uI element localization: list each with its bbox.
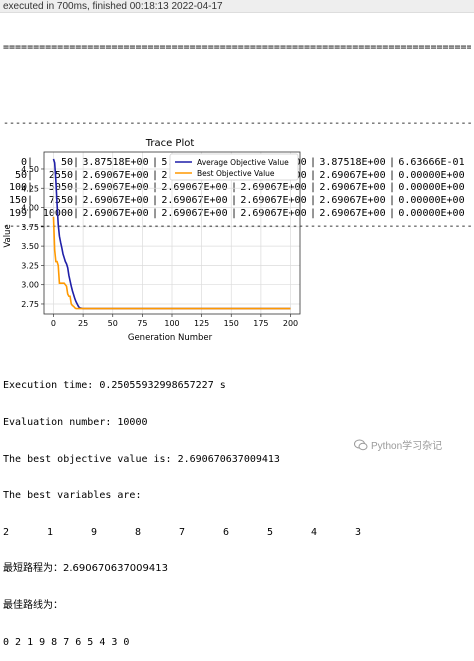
best-variable: 6 [223, 526, 230, 538]
best-variable: 2 [3, 526, 10, 538]
table-cell: 5050 [48, 182, 73, 194]
chart-title: Trace Plot [145, 138, 195, 149]
table-cell: 0.00000E+00 [398, 195, 465, 207]
x-tick-label: 200 [283, 319, 298, 328]
table-bottom-dash: ----------------------------------------… [3, 220, 471, 232]
table-cell: 7550 [48, 195, 73, 207]
table-cell: 2.69067E+00 [161, 195, 228, 207]
chart-legend: Average Objective Value Best Objective Va… [169, 153, 299, 181]
watermark: Python学习杂记 [354, 437, 442, 452]
table-cell: 2.69067E+00 [319, 207, 386, 219]
best-variable: 1 [47, 526, 54, 538]
table-cell: 0.00000E+00 [398, 169, 465, 181]
best-variable: 8 [135, 526, 142, 538]
y-tick-label: 3.50 [21, 242, 39, 251]
table-cell: 2.69067E+00 [240, 207, 307, 219]
best-variable: 7 [179, 526, 186, 538]
y-tick-label: 3.25 [21, 261, 39, 270]
best-route-label: 最佳路线为： [3, 600, 63, 612]
table-cell: 3.87518E+00 [82, 156, 149, 168]
table-cell: 0.00000E+00 [398, 207, 465, 219]
table-body: 0|50|3.87518E+00|5.67744E+00|4.62645E+00… [3, 157, 471, 234]
chart-lines [52, 158, 291, 310]
table-row: 100| 5050| 2.69067E+00 | 2.69067E+00 | 2.69067… [3, 182, 471, 195]
table-cell: 2.69067E+00 [82, 182, 149, 194]
table-cell: 2.69067E+00 [319, 169, 386, 181]
table-cell: 6.63666E-01 [398, 156, 465, 168]
watermark-text: Python学习杂记 [371, 441, 443, 452]
y-tick-label: 3.75 [21, 223, 39, 232]
table-cell: 2.69067E+00 [319, 182, 386, 194]
table-cell: 2.69067E+00 [161, 207, 228, 219]
x-tick-label: 125 [194, 319, 209, 328]
table-cell: 2.69067E+00 [161, 182, 228, 194]
x-tick-label: 25 [78, 319, 88, 328]
best-variable: 5 [267, 526, 274, 538]
table-cell: 2.69067E+00 [240, 182, 307, 194]
table-cell: 2.69067E+00 [82, 169, 149, 181]
table-cell: 2.69067E+00 [82, 207, 149, 219]
legend-label: Average Objective Value [197, 158, 289, 167]
output-table: ========================================… [3, 16, 471, 246]
chart-y-ticks: 2.75 3.00 3.25 3.50 3.75 4.00 4.25 4.50 [21, 165, 44, 309]
y-tick-label: 4.50 [21, 165, 39, 174]
best-variable: 9 [91, 526, 98, 538]
x-tick-label: 75 [137, 319, 147, 328]
best-variable: 3 [355, 526, 362, 538]
chart-x-ticks: 0 25 50 75 100 125 150 175 200 [51, 314, 298, 328]
execution-status-bar: executed in 700ms, finished 00:18:13 202… [0, 0, 474, 13]
table-cell: 2550 [48, 169, 73, 181]
best-variables-list: 2 1 9 8 7 6 5 4 3 [3, 527, 399, 539]
table-top-rule: ========================================… [3, 41, 471, 53]
series-line-best [52, 216, 291, 310]
legend-box [169, 153, 299, 181]
x-tick-label: 0 [51, 319, 56, 328]
execution-time-line: Execution time: 0.25055932998657227 s [3, 380, 226, 392]
table-cell: 0 [20, 156, 27, 168]
table-cell: 2.69067E+00 [319, 195, 386, 207]
evaluation-number-line: Evaluation number: 10000 [3, 417, 148, 429]
table-cell: 100 [8, 182, 27, 194]
legend-label: Best Objective Value [197, 169, 275, 178]
table-cell: 2.69067E+00 [82, 195, 149, 207]
x-tick-label: 150 [224, 319, 239, 328]
table-row: 150| 7550| 2.69067E+00 | 2.69067E+00 | 2.69067… [3, 195, 471, 208]
best-route-line: 0 2 1 9 8 7 6 5 4 3 0 [3, 636, 130, 648]
table-cell: 3.87518E+00 [319, 156, 386, 168]
y-tick-label: 2.75 [21, 300, 39, 309]
x-tick-label: 50 [108, 319, 118, 328]
table-cell: 199 [8, 207, 27, 219]
wechat-icon [354, 439, 368, 450]
x-tick-label: 100 [164, 319, 179, 328]
table-cell: 50 [14, 169, 27, 181]
x-tick-label: 175 [253, 319, 268, 328]
trace-plot: Trace Plot 0 25 50 75 100 125 150 175 200 2.753.… [3, 138, 301, 343]
execution-status-text: executed in 700ms, finished 00:18:13 202… [3, 1, 223, 12]
table-cell: 0.00000E+00 [398, 182, 465, 194]
table-header-dash: ----------------------------------------… [3, 118, 471, 130]
chart-x-axis-label: Generation Number [128, 333, 213, 343]
best-variable: 4 [311, 526, 318, 538]
best-objective-line: The best objective value is: 2.690670637… [3, 453, 280, 465]
shortest-path-line: 最短路程为：2.690670637009413 [3, 563, 168, 575]
y-tick-label: 4.00 [21, 204, 39, 213]
y-tick-label: 3.00 [21, 281, 39, 290]
series-line-average [52, 158, 291, 310]
console-log: Execution time: 0.25055932998657227 s Ev… [3, 356, 399, 661]
table-cell: 2.69067E+00 [240, 195, 307, 207]
table-cell: 50 [60, 156, 73, 168]
chart-y-axis-label: Value [3, 224, 13, 247]
table-cell: 150 [8, 195, 27, 207]
best-variables-label: The best variables are: [3, 490, 142, 502]
y-tick-label: 4.25 [21, 184, 39, 193]
